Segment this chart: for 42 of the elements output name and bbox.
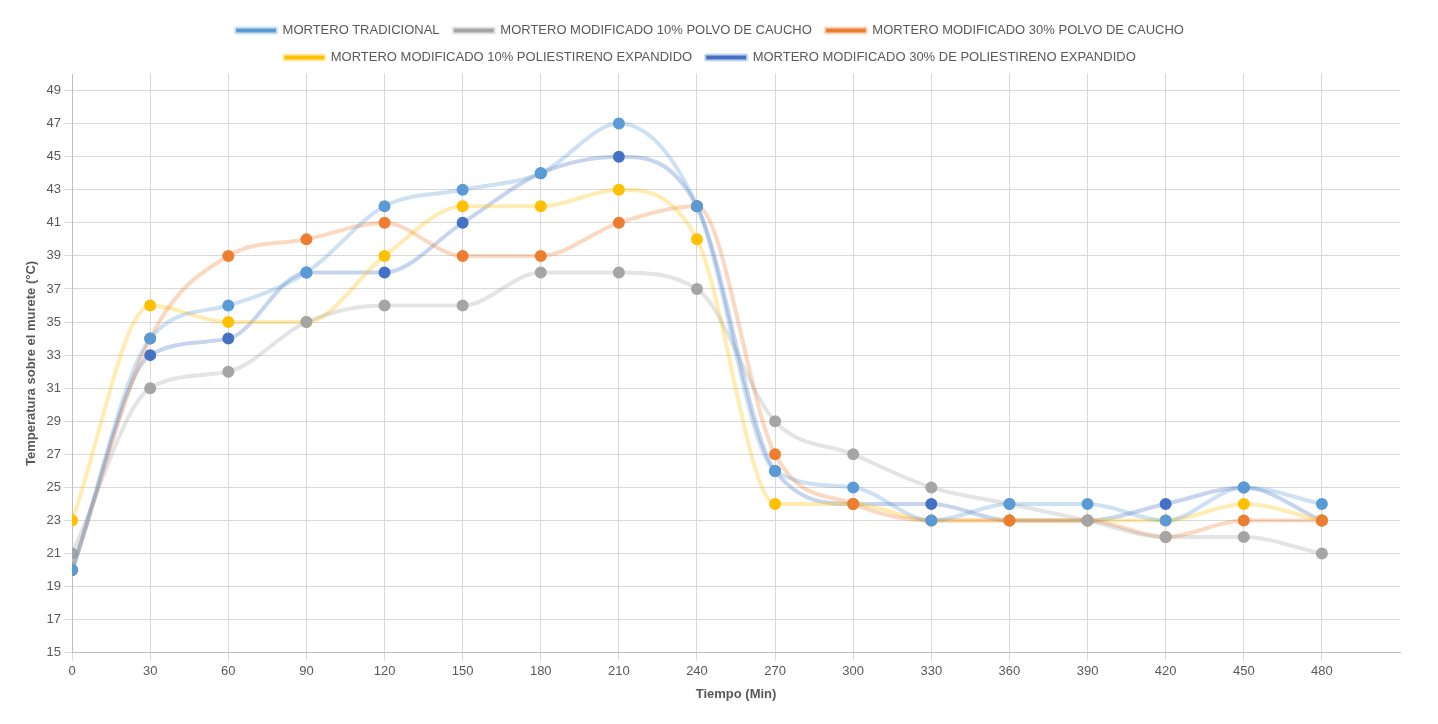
x-tick-label: 390 [1076, 663, 1099, 679]
y-tick-label: 47 [46, 115, 62, 131]
y-tick-label: 29 [46, 412, 62, 428]
y-tick-label: 21 [46, 545, 62, 561]
legend-label: MORTERO MODIFICADO 30% DE POLIESTIRENO EXPANDIDO [752, 49, 1136, 65]
legend-label: MORTERO TRADICIONAL [282, 22, 440, 38]
y-tick-label: 25 [46, 479, 62, 495]
x-tick-label: 210 [608, 663, 630, 679]
y-tick-label: 41 [46, 214, 62, 230]
legend-label: MORTERO MODIFICADO 10% POLIESTIRENO EXPANDIDO [330, 49, 693, 65]
x-tick-label: 450 [1232, 663, 1255, 679]
y-tick-label: 17 [46, 611, 62, 627]
x-tick-label: 480 [1311, 663, 1333, 679]
y-axis-title: Temperatura sobre el murete (°C) [23, 260, 39, 466]
y-tick-label: 27 [46, 445, 62, 461]
x-tick-label: 150 [451, 663, 474, 679]
y-tick-label: 15 [46, 644, 62, 660]
y-tick-label: 37 [46, 280, 62, 296]
x-tick-label: 180 [529, 663, 552, 679]
x-tick-label: 270 [764, 663, 786, 679]
x-tick-label: 330 [920, 663, 943, 679]
x-tick-label: 420 [1154, 663, 1177, 679]
y-tick-label: 45 [46, 148, 62, 164]
x-tick-label: 240 [686, 663, 708, 679]
x-tick-label: 300 [842, 663, 865, 679]
x-tick-label: 0 [68, 663, 76, 679]
x-axis-title: Tiempo (Min) [695, 685, 777, 701]
y-tick-label: 39 [46, 247, 62, 263]
legend-label: MORTERO MODIFICADO 30% POLVO DE CAUCHO [872, 22, 1184, 38]
y-tick-label: 23 [46, 512, 62, 528]
x-tick-label: 30 [142, 663, 158, 679]
x-tick-label: 360 [998, 663, 1021, 679]
y-tick-label: 43 [46, 181, 62, 197]
x-tick-label: 90 [299, 663, 314, 679]
y-tick-label: 19 [46, 578, 62, 594]
x-tick-label: 60 [221, 663, 236, 679]
x-tick-label: 120 [373, 663, 396, 679]
y-tick-label: 31 [46, 379, 62, 395]
y-tick-label: 35 [46, 313, 62, 329]
legend-label: MORTERO MODIFICADO 10% POLVO DE CAUCHO [500, 22, 812, 38]
y-tick-label: 49 [46, 82, 62, 98]
y-tick-label: 33 [46, 346, 62, 362]
